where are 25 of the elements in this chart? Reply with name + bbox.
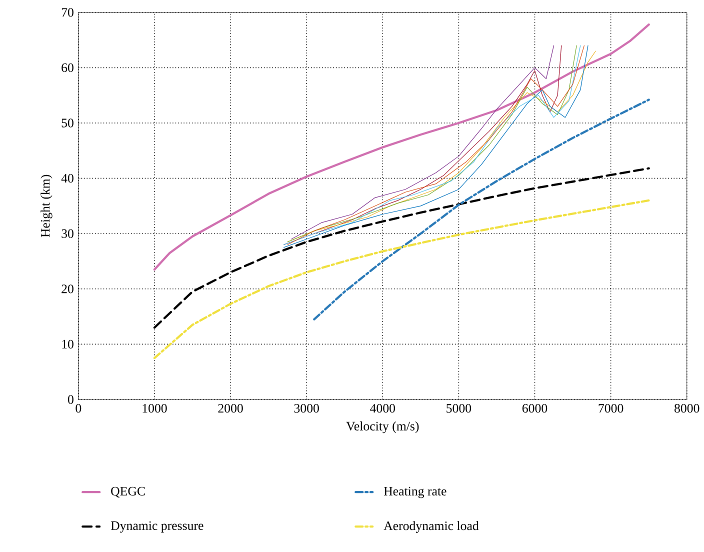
x-tick-label: 1000 — [142, 404, 167, 413]
legend-label: Aerodynamic load — [384, 521, 479, 533]
y-tick-label: 40 — [61, 174, 74, 183]
x-tick-label: 2000 — [218, 404, 243, 413]
legend-label: Dynamic pressure — [110, 521, 204, 533]
y-tick-label: 30 — [62, 229, 74, 238]
x-tick-label: 4000 — [370, 404, 396, 413]
x-tick-label: 6000 — [522, 404, 548, 413]
x-tick-label: 7000 — [598, 404, 624, 413]
y-axis-title: Height (km) — [40, 174, 52, 238]
x-tick-label: 3000 — [294, 404, 319, 413]
y-tick-label: 50 — [62, 118, 74, 128]
y-tick-label: 20 — [62, 284, 74, 294]
x-tick-label: 8000 — [674, 404, 700, 413]
line-series — [153, 24, 650, 271]
y-tick-label: 10 — [62, 340, 74, 349]
y-tick-label: 70 — [62, 8, 74, 17]
x-tick-label: 0 — [76, 404, 82, 413]
y-tick-label: 60 — [62, 63, 74, 72]
legend-label: QEGC — [111, 486, 145, 498]
line-series — [313, 98, 650, 320]
x-axis-title: Velocity (m/s) — [346, 421, 419, 434]
x-tick-label: 5000 — [446, 404, 472, 413]
y-tick-label: 0 — [68, 395, 74, 404]
legend-label: Heating rate — [384, 486, 446, 498]
